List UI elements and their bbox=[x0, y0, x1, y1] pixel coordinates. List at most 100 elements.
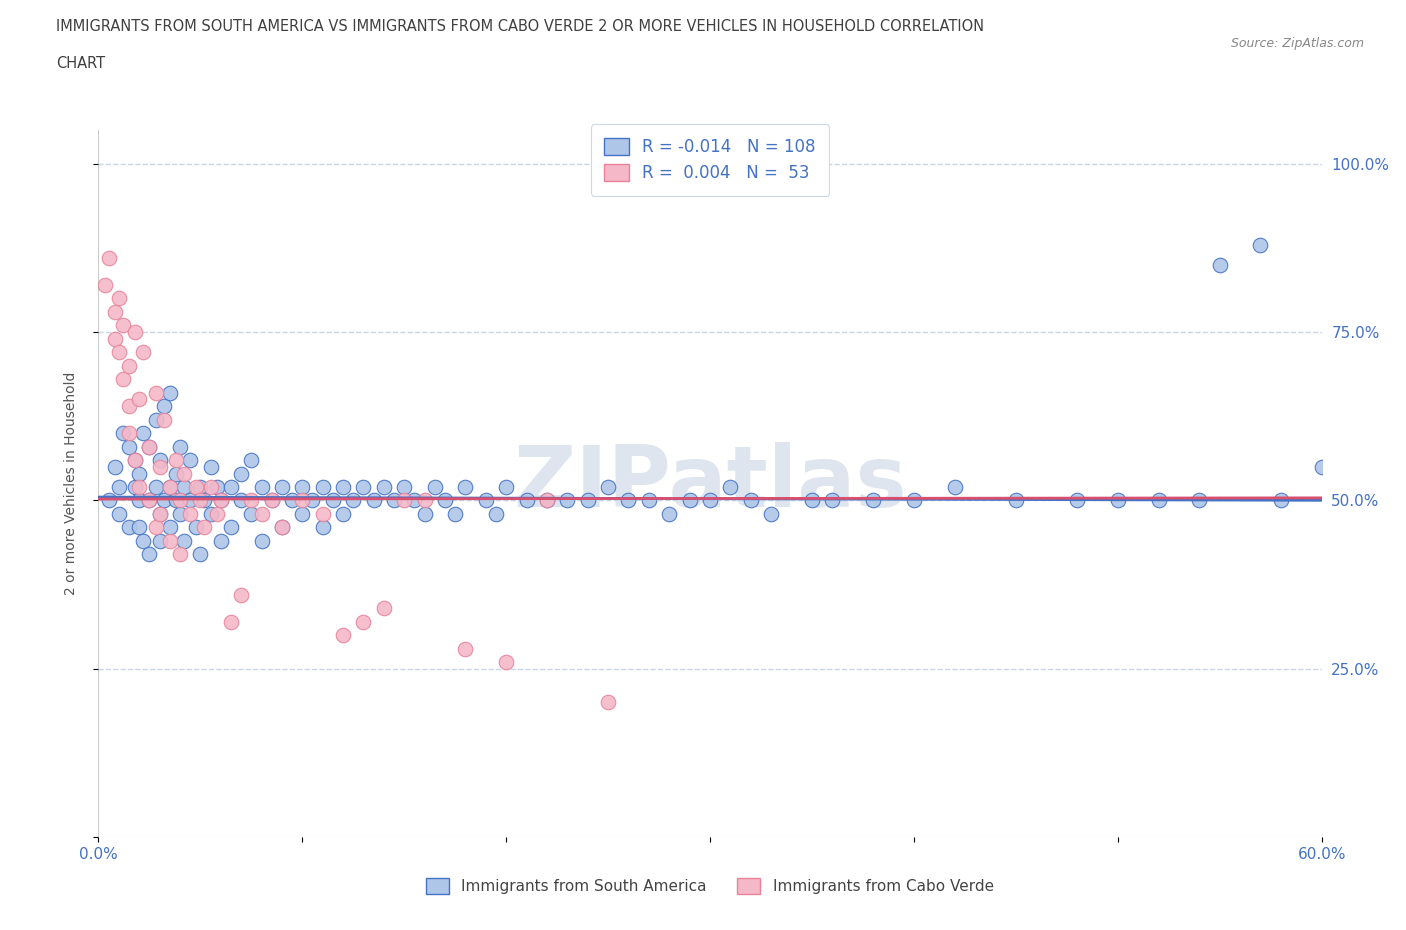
Point bbox=[219, 480, 242, 495]
Point bbox=[423, 480, 446, 495]
Point bbox=[165, 453, 187, 468]
Point bbox=[165, 466, 187, 481]
Point bbox=[1147, 493, 1170, 508]
Point bbox=[454, 641, 477, 656]
Text: CHART: CHART bbox=[56, 56, 105, 71]
Point bbox=[179, 493, 201, 508]
Point bbox=[118, 358, 141, 373]
Point bbox=[352, 480, 374, 495]
Point bbox=[145, 480, 167, 495]
Point bbox=[93, 277, 115, 292]
Point bbox=[1270, 493, 1292, 508]
Point bbox=[332, 480, 354, 495]
Point bbox=[1331, 459, 1354, 474]
Point bbox=[128, 480, 150, 495]
Point bbox=[159, 534, 181, 549]
Point bbox=[152, 399, 174, 414]
Point bbox=[821, 493, 844, 508]
Point bbox=[138, 547, 160, 562]
Point bbox=[173, 534, 195, 549]
Point bbox=[97, 251, 120, 266]
Point bbox=[149, 507, 172, 522]
Point bbox=[250, 480, 273, 495]
Point bbox=[598, 480, 620, 495]
Point bbox=[281, 493, 304, 508]
Point bbox=[720, 480, 742, 495]
Point bbox=[145, 520, 167, 535]
Point bbox=[169, 493, 191, 508]
Point bbox=[291, 480, 314, 495]
Point bbox=[124, 453, 146, 468]
Point bbox=[231, 466, 253, 481]
Point bbox=[219, 520, 242, 535]
Point bbox=[658, 507, 681, 522]
Point bbox=[186, 520, 208, 535]
Point bbox=[363, 493, 385, 508]
Point bbox=[132, 426, 155, 441]
Point bbox=[444, 507, 467, 522]
Point bbox=[536, 493, 558, 508]
Point bbox=[118, 520, 141, 535]
Point bbox=[132, 534, 155, 549]
Point bbox=[128, 493, 150, 508]
Point bbox=[138, 493, 160, 508]
Point bbox=[169, 507, 191, 522]
Point bbox=[342, 493, 364, 508]
Point bbox=[270, 520, 294, 535]
Text: ZIPatlas: ZIPatlas bbox=[513, 442, 907, 525]
Point bbox=[312, 520, 335, 535]
Point bbox=[312, 507, 335, 522]
Point bbox=[149, 459, 172, 474]
Point bbox=[179, 453, 201, 468]
Point bbox=[260, 493, 283, 508]
Point bbox=[149, 507, 172, 522]
Point bbox=[679, 493, 702, 508]
Point bbox=[159, 480, 181, 495]
Point bbox=[149, 534, 172, 549]
Point bbox=[124, 453, 146, 468]
Point bbox=[1188, 493, 1211, 508]
Point bbox=[188, 547, 212, 562]
Point bbox=[152, 412, 174, 427]
Point bbox=[291, 493, 314, 508]
Point bbox=[1107, 493, 1129, 508]
Point bbox=[193, 520, 215, 535]
Point bbox=[193, 493, 215, 508]
Point bbox=[516, 493, 538, 508]
Y-axis label: 2 or more Vehicles in Household: 2 or more Vehicles in Household bbox=[63, 372, 77, 595]
Point bbox=[903, 493, 925, 508]
Point bbox=[332, 507, 354, 522]
Point bbox=[128, 520, 150, 535]
Point bbox=[205, 480, 228, 495]
Point bbox=[413, 493, 436, 508]
Point bbox=[118, 426, 141, 441]
Point bbox=[617, 493, 640, 508]
Point bbox=[536, 493, 558, 508]
Point bbox=[128, 392, 150, 407]
Point bbox=[270, 480, 294, 495]
Point bbox=[332, 628, 354, 643]
Point bbox=[200, 459, 222, 474]
Point bbox=[598, 695, 620, 710]
Point bbox=[231, 587, 253, 602]
Point bbox=[209, 493, 232, 508]
Point bbox=[434, 493, 457, 508]
Point bbox=[1351, 445, 1374, 460]
Point bbox=[159, 385, 181, 400]
Point bbox=[382, 493, 405, 508]
Text: Source: ZipAtlas.com: Source: ZipAtlas.com bbox=[1230, 37, 1364, 50]
Point bbox=[200, 480, 222, 495]
Point bbox=[97, 493, 120, 508]
Point bbox=[404, 493, 426, 508]
Point bbox=[205, 507, 228, 522]
Point bbox=[260, 493, 283, 508]
Point bbox=[638, 493, 661, 508]
Point bbox=[373, 601, 395, 616]
Point bbox=[173, 480, 195, 495]
Point bbox=[138, 493, 160, 508]
Point bbox=[291, 507, 314, 522]
Point bbox=[124, 480, 146, 495]
Point bbox=[104, 459, 127, 474]
Point bbox=[862, 493, 884, 508]
Point bbox=[1004, 493, 1026, 508]
